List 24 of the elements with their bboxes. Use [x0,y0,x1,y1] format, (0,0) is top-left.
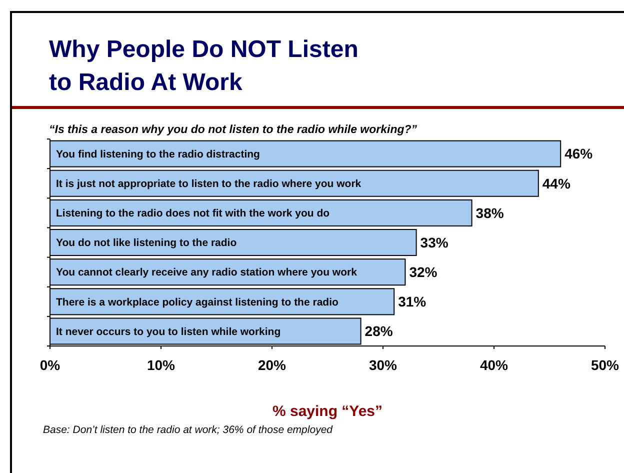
data-label: 38% [476,204,504,221]
y-tick-label: You do not like listening to the radio [56,237,237,250]
data-label: 44% [542,175,571,192]
data-label: 28% [364,323,394,340]
y-tick-label: It never occurs to you to listen while working [56,326,281,338]
y-tick-label: There is a workplace policy against listening to the radio [56,296,338,308]
y-tick-label: You cannot clearly receive any radio station where you work [56,266,358,279]
x-tick-label: 20% [258,357,287,373]
x-tick-label: 50% [590,357,620,373]
x-tick-label: 0% [40,357,61,373]
chart-title: Why People Do NOT Listen to Radio At Work [49,36,358,96]
data-label: 33% [420,234,449,250]
y-tick-label: Listening to the radio does not fit with the work you do [56,208,330,220]
x-tick-label: 30% [368,357,398,373]
x-tick-label: 10% [146,357,176,373]
text: Base: Don’t listen to the radio at work; 36% of those employed [43,424,334,436]
x-axis-title: % saying “Yes” [272,403,383,420]
data-label: 31% [398,294,427,310]
data-label: 46% [564,146,594,162]
y-tick-label: You find listening to the radio distracting [56,148,260,160]
data-label: 32% [409,264,438,280]
y-tick-label: It is just not appropriate to listen to the radio where you work [56,178,362,190]
x-tick-label: 40% [480,357,509,373]
chart-subtitle: “Is this a reason why you do not listen to the radio while working?” [49,124,418,136]
